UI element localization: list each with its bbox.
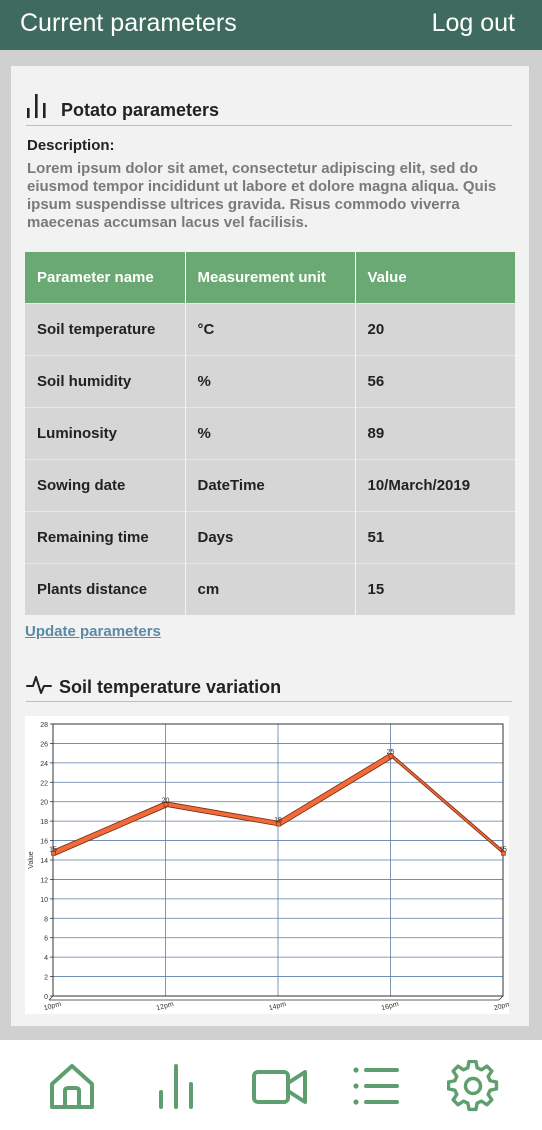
video-camera-icon	[252, 1070, 307, 1104]
section-header: Potato parameters	[26, 94, 512, 126]
settings-gear-icon	[446, 1059, 499, 1112]
y-tick-label: 22	[40, 780, 48, 787]
data-label: 20	[162, 798, 170, 805]
data-label: 18	[274, 817, 282, 824]
y-tick-label: 6	[44, 936, 48, 943]
table-header-row: Parameter name Measurement unit Value	[25, 252, 515, 304]
y-tick-label: 26	[40, 741, 48, 748]
home-icon	[50, 1064, 94, 1109]
plot-floor-edge	[498, 995, 504, 1001]
description-text: Lorem ipsum dolor sit amet, consectetur …	[27, 160, 497, 231]
nav-home[interactable]	[46, 1060, 98, 1112]
parameter-value: 15	[355, 563, 515, 615]
y-tick-label: 16	[40, 839, 48, 846]
table-row: Plants distance cm 15	[25, 563, 515, 615]
x-tick-label: 12pm	[156, 1001, 175, 1012]
parameter-value: 10/March/2019	[355, 459, 515, 512]
data-point	[501, 850, 506, 856]
plot-frame	[52, 723, 504, 997]
x-tick-label: 16pm	[381, 1001, 400, 1012]
app-header: Current parameters Log out	[0, 0, 542, 50]
y-tick-label: 18	[40, 819, 48, 826]
bar-chart-icon	[159, 1064, 193, 1109]
y-tick-label: 2	[44, 975, 48, 982]
parameter-unit: °C	[185, 303, 356, 356]
column-header-parameter: Parameter name	[25, 252, 186, 304]
y-tick-label: 28	[40, 722, 48, 729]
data-point	[388, 753, 394, 759]
nav-list[interactable]	[351, 1060, 403, 1112]
chart-section-header: Soil temperature variation	[26, 674, 512, 702]
nav-statistics[interactable]	[150, 1060, 202, 1112]
table-row: Sowing date DateTime 10/March/2019	[25, 459, 515, 512]
table-row: Remaining time Days 51	[25, 511, 515, 564]
update-parameters-link[interactable]: Update parameters	[25, 623, 161, 640]
x-tick-label: 10pm	[43, 1001, 62, 1012]
y-tick-label: 0	[44, 994, 48, 1001]
data-label: 25	[387, 749, 395, 756]
parameter-name: Soil temperature	[25, 303, 186, 356]
plot-floor-edge	[48, 995, 54, 1001]
y-tick-label: 14	[40, 858, 48, 865]
parameter-unit: DateTime	[185, 459, 356, 512]
x-tick-label: 20pm	[493, 1001, 509, 1012]
parameters-table: Parameter name Measurement unit Value So…	[25, 252, 515, 615]
parameter-unit: Days	[185, 511, 356, 564]
chart-section-title: Soil temperature variation	[59, 677, 282, 697]
data-point	[276, 821, 281, 827]
bar-chart-icon	[27, 94, 46, 118]
parameter-value: 20	[355, 303, 515, 356]
soil-temperature-chart: 0 2 4 6 8 10 12 14 16 18 20 22 24 26 28 10pm 12pm 14pm 16p…	[25, 716, 512, 1014]
parameters-card: Potato parameters Description: Lorem ips…	[11, 66, 529, 1026]
parameter-value: 51	[355, 511, 515, 564]
y-tick-label: 20	[40, 800, 48, 807]
y-tick-label: 8	[44, 916, 48, 923]
section-title: Potato parameters	[61, 100, 220, 120]
table-row: Soil humidity % 56	[25, 355, 515, 408]
table-row: Soil temperature °C 20	[25, 303, 515, 356]
column-header-unit: Measurement unit	[185, 252, 356, 304]
series-ribbon	[52, 752, 506, 856]
parameter-value: 89	[355, 407, 515, 460]
x-tick-label: 14pm	[268, 1001, 287, 1012]
nav-video[interactable]	[252, 1060, 307, 1112]
column-header-value: Value	[355, 252, 515, 304]
parameter-name: Sowing date	[25, 459, 186, 512]
parameter-name: Soil humidity	[25, 355, 186, 408]
data-point	[51, 850, 56, 856]
bottom-navigation	[0, 1037, 542, 1130]
logout-button[interactable]: Log out	[431, 9, 515, 37]
y-tick-label: 12	[40, 877, 48, 884]
pulse-icon	[26, 676, 52, 694]
parameter-name: Luminosity	[25, 407, 186, 460]
y-tick-label: 4	[44, 955, 48, 962]
table-row: Luminosity % 89	[25, 407, 515, 460]
list-icon	[353, 1067, 399, 1105]
parameter-name: Plants distance	[25, 563, 186, 615]
data-label: 15	[49, 846, 57, 853]
parameter-name: Remaining time	[25, 511, 186, 564]
y-tick-label: 24	[40, 761, 48, 768]
parameter-unit: cm	[185, 563, 356, 615]
page-title: Current parameters	[20, 9, 237, 37]
nav-settings[interactable]	[446, 1059, 499, 1112]
data-label: 15	[499, 846, 507, 853]
y-axis-label: Value	[28, 851, 35, 868]
description-label: Description:	[27, 137, 115, 154]
y-tick-label: 10	[40, 897, 48, 904]
data-point	[163, 802, 169, 808]
parameter-value: 56	[355, 355, 515, 408]
parameter-unit: %	[185, 407, 356, 460]
parameter-unit: %	[185, 355, 356, 408]
